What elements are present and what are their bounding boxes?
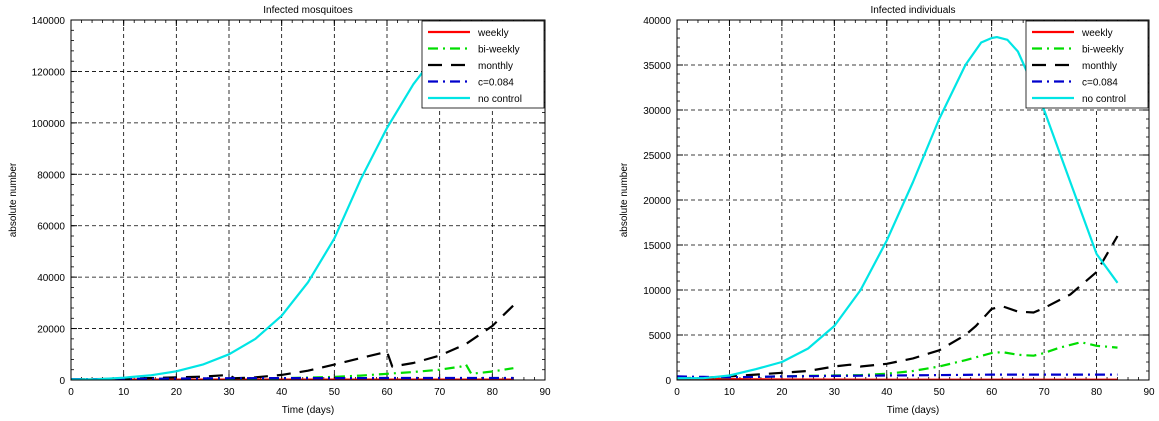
c1-y-tick-label: 15000 [643,241,671,252]
c1-legend-label-no-control: no control [1082,94,1126,105]
c0-chart-title: Infected mosquitoes [263,5,353,16]
c1-series-line-c-0-084 [677,373,1118,379]
c0-x-tick-label: 0 [68,387,74,398]
c1-series-line-bi-weekly [677,341,1118,379]
c1-y-tick-label: 40000 [643,16,671,27]
c0-y-tick-label: 80000 [37,170,65,181]
c0-x-tick-label: 30 [223,387,235,398]
c0-series-line-c-0-084 [71,376,514,380]
c0-legend: weekly bi-weekly monthly c=0.084 no control [421,20,545,109]
c0-series-group [71,63,515,380]
c1-y-tick-label: 20000 [643,196,671,207]
c0-y-tick-label: 20000 [37,325,65,336]
c0-series-line-bi-weekly [71,363,514,380]
c0-legend-label-c-0-084: c=0.084 [478,78,514,89]
c0-x-axis-label: Time (days) [282,405,334,416]
c1-legend-label-bi-weekly: bi-weekly [1082,45,1124,56]
c1-y-tick-label: 10000 [643,286,671,297]
c1-legend-label-monthly: monthly [1082,61,1117,72]
c0-legend-label-monthly: monthly [478,61,513,72]
c1-y-axis-label: absolute number [619,162,630,237]
c1-x-tick-label: 10 [724,387,736,398]
c1-plot-frame [676,19,1150,381]
c1-x-tick-label: 70 [1039,387,1051,398]
c0-x-tick-label: 40 [276,387,288,398]
c0-y-tick-label: 60000 [37,222,65,233]
c1-series-line-monthly [677,235,1119,380]
c1-x-axis-label: Time (days) [887,405,939,416]
c0-legend-label-weekly: weekly [477,28,509,39]
c1-x-tick-label: 50 [934,387,946,398]
c0-x-tick-label: 80 [487,387,499,398]
c0-y-tick-label: 100000 [32,119,66,130]
c0-y-tick-label: 120000 [32,67,66,78]
c1-x-tick-label: 80 [1091,387,1103,398]
c1-y-tick-label: 30000 [643,106,671,117]
c1-legend-box [1025,20,1149,109]
c0-x-tick-label: 50 [329,387,341,398]
c1-y-tick-label: 0 [665,376,671,387]
c0-y-tick-label: 0 [59,376,65,387]
c1-chart-title: Infected individuals [870,5,955,16]
chart-infected-individuals: 0 10 20 30 40 50 60 70 80 90 0 5000 10000 15000 20000 2… [619,5,1155,416]
c1-y-tick-label: 25000 [643,151,671,162]
c1-x-tick-label: 60 [986,387,998,398]
c0-plot-frame [70,19,546,381]
c0-legend-label-no-control: no control [478,94,522,105]
c0-series-line-no-control [71,63,430,380]
c1-x-tick-label: 30 [829,387,841,398]
c0-y-tick-label: 140000 [32,16,66,27]
c0-x-tick-label: 90 [539,387,551,398]
c0-x-tick-label: 60 [381,387,393,398]
c0-legend-box [421,20,545,109]
c1-y-tick-label: 5000 [649,331,672,342]
c0-y-axis-label: absolute number [8,162,19,237]
c1-x-tick-label: 20 [776,387,788,398]
c1-x-tick-label: 0 [674,387,680,398]
c1-legend: weekly bi-weekly monthly c=0.084 no control [1025,20,1149,109]
c0-legend-label-bi-weekly: bi-weekly [478,45,520,56]
c1-y-tick-label: 35000 [643,61,671,72]
c0-x-tick-label: 70 [434,387,446,398]
c1-x-tick-label: 40 [881,387,893,398]
c1-x-tick-label: 90 [1143,387,1155,398]
c0-x-tick-label: 10 [118,387,130,398]
c1-legend-label-weekly: weekly [1081,28,1113,39]
c1-legend-label-c-0-084: c=0.084 [1082,78,1118,89]
chart-infected-mosquitoes: 0 10 20 30 40 50 60 70 80 90 0 20000 40000 60000 80000… [8,5,551,416]
c0-y-tick-label: 40000 [37,273,65,284]
c0-x-tick-label: 20 [171,387,183,398]
c0-series-line-monthly [71,304,515,380]
